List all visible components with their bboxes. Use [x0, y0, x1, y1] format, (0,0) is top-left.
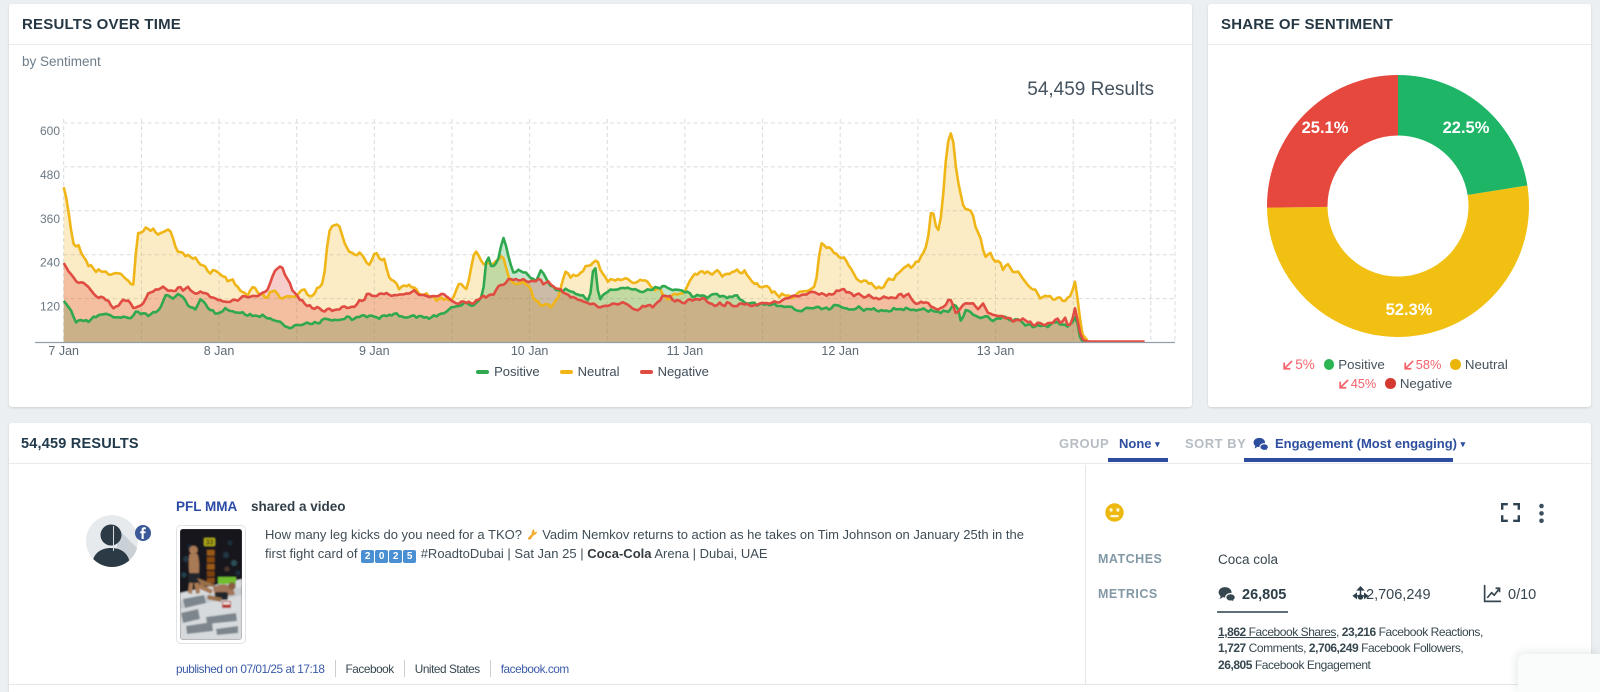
svg-text:52.3%: 52.3%	[1386, 301, 1433, 319]
svg-text:8 Jan: 8 Jan	[204, 344, 235, 358]
svg-text:600: 600	[40, 124, 60, 138]
svg-text:10 Jan: 10 Jan	[511, 344, 549, 358]
svg-text:7 Jan: 7 Jan	[48, 344, 79, 358]
svg-text:25.1%: 25.1%	[1302, 119, 1349, 137]
svg-text:12 Jan: 12 Jan	[821, 344, 859, 358]
svg-text:120: 120	[40, 300, 60, 314]
svg-text:240: 240	[40, 256, 60, 270]
svg-text:22.5%: 22.5%	[1443, 119, 1490, 137]
svg-text:13 Jan: 13 Jan	[977, 344, 1015, 358]
svg-text:9 Jan: 9 Jan	[359, 344, 390, 358]
svg-text:33: 33	[206, 540, 214, 547]
svg-text:480: 480	[40, 168, 60, 182]
svg-text:360: 360	[40, 212, 60, 226]
svg-text:11 Jan: 11 Jan	[667, 344, 704, 358]
